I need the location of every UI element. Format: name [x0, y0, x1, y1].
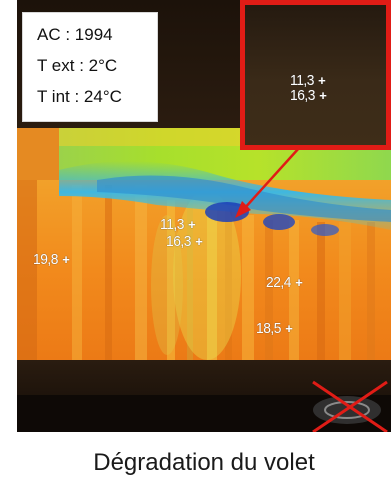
crosshair-icon: + — [295, 275, 303, 290]
arrow-icon — [235, 147, 300, 218]
construction-year: AC : 1994 — [37, 25, 113, 44]
zoom-temperature-1: 11,3 + — [290, 72, 326, 89]
crosshair-icon: + — [62, 252, 70, 267]
zoom-temperature-2: 16,3 + — [290, 87, 327, 104]
crosshair-icon: + — [285, 321, 293, 336]
crosshair-icon: + — [318, 73, 326, 88]
measurement-5: 18,5 + — [256, 320, 293, 337]
crosshair-icon: + — [188, 217, 196, 232]
exterior-temperature: T ext : 2°C — [37, 56, 118, 75]
measurement-1: 19,8 + — [33, 251, 70, 268]
info-box: AC : 1994 T ext : 2°C T int : 24°C — [22, 12, 158, 122]
caption: Dégradation du volet — [93, 449, 315, 476]
zoom-detail-box: 11,3 + 16,3 + — [240, 0, 391, 150]
measurement-3: 16,3 + — [166, 233, 203, 250]
interior-temperature: T int : 24°C — [37, 87, 122, 106]
crosshair-icon: + — [195, 234, 203, 249]
cross-out-icon — [312, 380, 388, 432]
crosshair-icon: + — [319, 88, 327, 103]
caption-box: Dégradation du volet — [17, 432, 391, 494]
measurement-4: 22,4 + — [266, 274, 303, 291]
measurement-2: 11,3 + — [160, 216, 196, 233]
